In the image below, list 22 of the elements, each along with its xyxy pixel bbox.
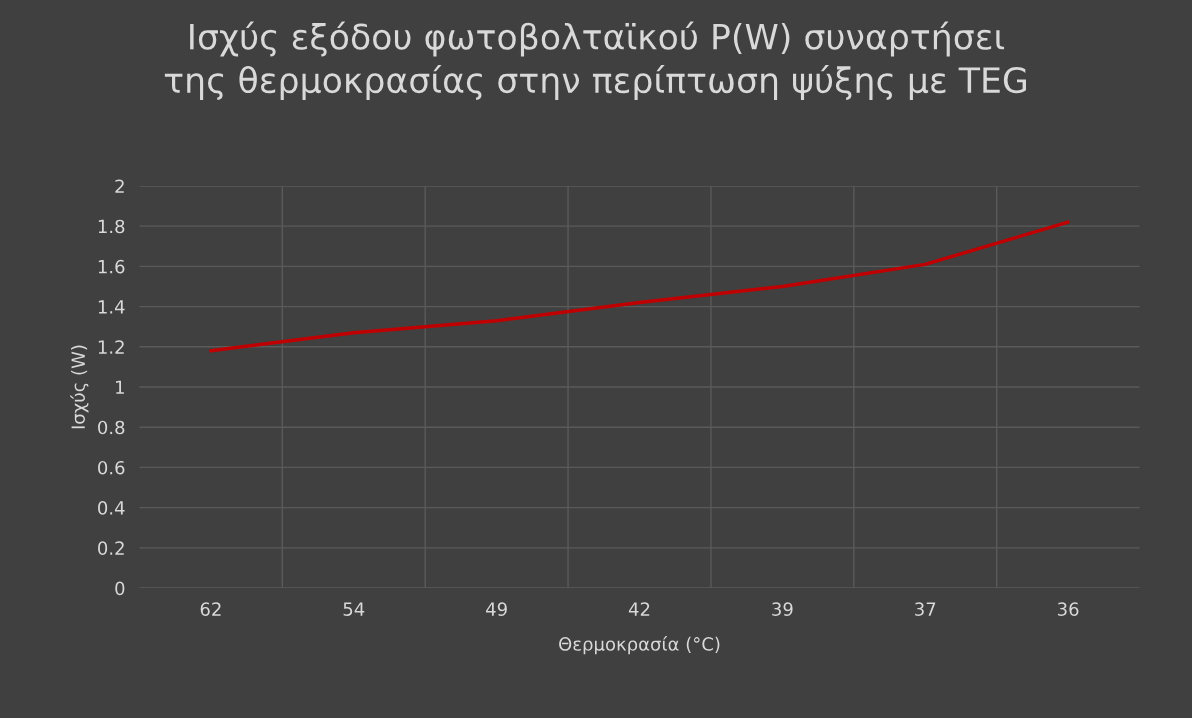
y-tick-label: 0.2 [98,541,124,555]
x-tick-label: 42 [628,602,650,616]
y-tick-label: 0.4 [98,501,125,515]
x-tick-label: 54 [343,602,365,616]
x-tick-label: 62 [200,602,221,616]
chart-title: Ισχύς εξόδου φωτοβολταϊκού P(W) συναρτήσει της θερμοκρασίας στην περίπτωση ψύξης με TEG [164,21,1026,100]
x-axis-title: Θερμοκρασία (°C) [559,636,720,655]
y-tick-label: 1.8 [98,219,125,234]
y-tick-label: 1.4 [98,300,125,314]
y-tick-label: 0.8 [98,420,125,435]
x-tick-label: 36 [1058,602,1079,616]
line-series [209,220,1070,353]
y-tick-label: 0 [115,581,125,596]
y-tick-label: 1.2 [98,340,124,354]
x-tick-label: 39 [772,602,793,616]
y-tick-label: 1.6 [98,259,125,274]
y-axis-title: Ισχύς (W) [70,345,89,429]
y-tick-label: 1 [116,380,124,394]
y-tick-label: 2 [115,179,124,193]
x-tick-label: 49 [486,602,507,616]
x-tick-label: 37 [915,602,936,616]
y-tick-label: 0.6 [98,460,125,475]
